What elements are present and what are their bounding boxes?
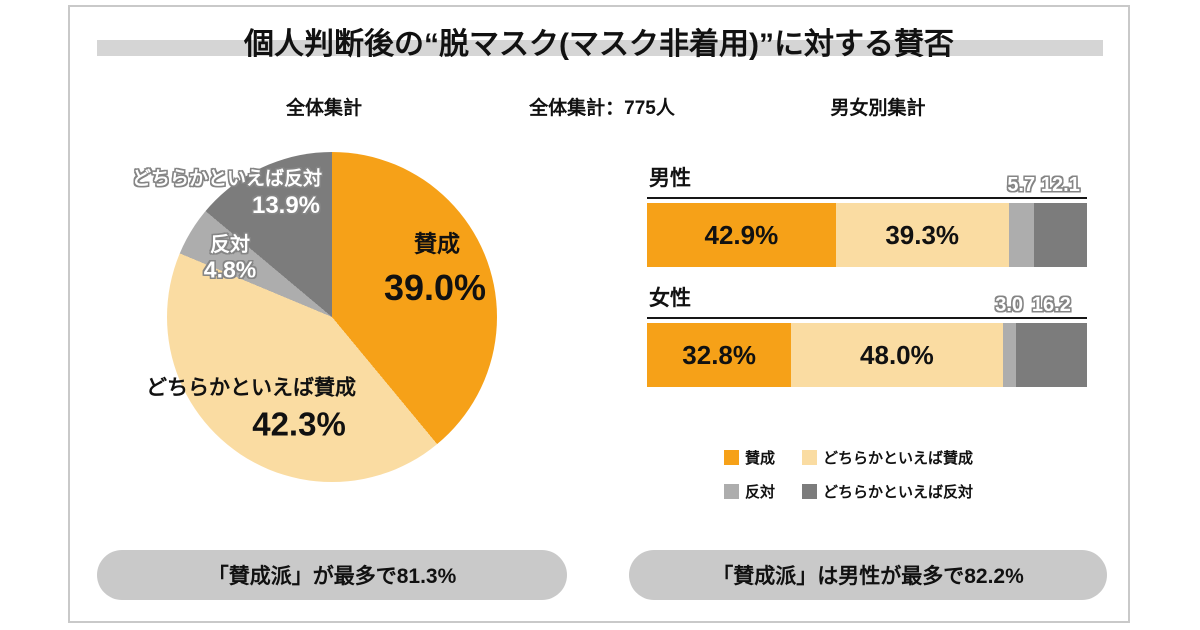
summary-pill-overall: 「賛成派」が最多で81.3% (97, 550, 567, 600)
legend-label-somewhat-oppose: どちらかといえば反対 (823, 484, 974, 501)
summary-text-gender: 「賛成派」は男性が最多で82.2% (712, 565, 1024, 588)
pie-value-agree: 39.0% (383, 267, 487, 308)
category-label-male: 男性 (649, 167, 691, 190)
pie-label-oppose: 反対 (210, 234, 250, 256)
bar-seg-female-agree: 32.8% (647, 323, 792, 387)
legend-swatch-somewhat-oppose (802, 484, 817, 499)
total-count-label: 全体集計：775人 (529, 98, 675, 119)
bar-seg-female-oppose (1002, 323, 1016, 387)
legend-swatch-oppose (724, 484, 739, 499)
pie-value-somewhat-agree: 42.3% (252, 405, 346, 443)
pie-label-agree: 賛成 (414, 230, 460, 257)
legend-item-oppose: 反対 (724, 481, 802, 502)
bar-row-male: 男性 5.7 12.1 42.9% 39.3% (647, 165, 1087, 267)
legend-row: 賛成 どちらかといえば賛成 (724, 447, 973, 468)
pie-value-somewhat-oppose: 13.9% (251, 192, 321, 219)
bar-value-female-somewhat-agree: 48.0% (860, 339, 934, 370)
legend-item-somewhat-oppose: どちらかといえば反対 (802, 481, 973, 502)
page-title: 個人判断後の“脱マスク(マスク非着用)”に対する賛否 (244, 28, 954, 61)
legend-row: 反対 どちらかといえば反対 (724, 481, 973, 502)
summary-text-overall: 「賛成派」が最多で81.3% (207, 565, 457, 588)
bar-seg-female-somewhat-agree: 48.0% (791, 323, 1003, 387)
legend-item-somewhat-agree: どちらかといえば賛成 (802, 447, 973, 468)
pie-section-title: 全体集計 (285, 98, 363, 119)
stacked-bar-male: 42.9% 39.3% (647, 203, 1087, 267)
title-highlight-bar (97, 40, 1103, 56)
bar-value-male-somewhat-oppose: 12.1 (1040, 174, 1080, 196)
bar-seg-male-somewhat-oppose (1033, 203, 1087, 267)
bar-value-female-somewhat-oppose: 16.2 (1031, 294, 1071, 316)
infographic-card: 個人判断後の“脱マスク(マスク非着用)”に対する賛否 全体集計 全体集計：775… (68, 5, 1130, 623)
legend-swatch-agree (724, 450, 739, 465)
bar-header-female: 女性 3.0 16.2 (647, 285, 1087, 319)
legend-item-agree: 賛成 (724, 447, 802, 468)
bar-header-male: 男性 5.7 12.1 (647, 165, 1087, 199)
bar-value-female-oppose: 3.0 (995, 294, 1024, 316)
bar-value-female-agree: 32.8% (682, 339, 757, 370)
bar-seg-female-somewhat-oppose (1015, 323, 1087, 387)
category-label-female: 女性 (649, 287, 691, 310)
pie-label-somewhat-agree: どちらかといえば賛成 (146, 376, 356, 400)
bar-value-male-somewhat-agree: 39.3% (885, 219, 960, 250)
bar-section-title: 男女別集計 (830, 98, 926, 119)
legend-label-oppose: 反対 (745, 484, 776, 501)
summary-pill-gender: 「賛成派」は男性が最多で82.2% (629, 550, 1107, 600)
pie-label-somewhat-oppose: どちらかといえば反対 (131, 168, 323, 190)
legend: 賛成 どちらかといえば賛成 反対 どちらかといえば反対 (724, 447, 973, 515)
bar-value-male-agree: 42.9% (704, 219, 779, 250)
stacked-bar-female: 32.8% 48.0% (647, 323, 1087, 387)
legend-label-agree: 賛成 (745, 450, 776, 467)
bar-seg-male-oppose (1008, 203, 1034, 267)
legend-label-somewhat-agree: どちらかといえば賛成 (823, 450, 974, 467)
legend-swatch-somewhat-agree (802, 450, 817, 465)
bar-value-male-oppose: 5.7 (1007, 174, 1036, 196)
pie-value-oppose: 4.8% (203, 256, 257, 283)
bar-row-female: 女性 3.0 16.2 32.8% 48.0% (647, 285, 1087, 387)
bar-seg-male-somewhat-agree: 39.3% (835, 203, 1009, 267)
pie-chart (167, 152, 497, 482)
bar-seg-male-agree: 42.9% (647, 203, 836, 267)
